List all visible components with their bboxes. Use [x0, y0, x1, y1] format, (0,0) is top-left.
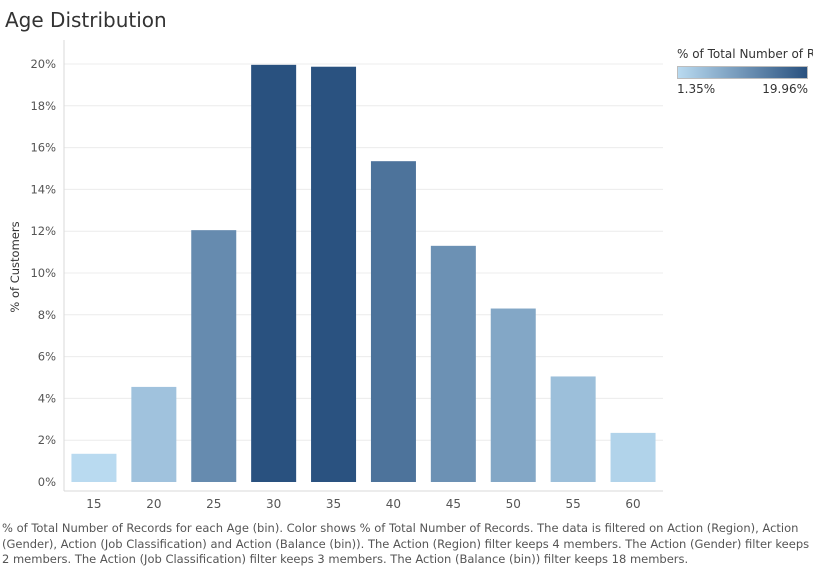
x-tick-label: 60 [625, 497, 640, 511]
bar [430, 245, 476, 482]
x-tick-label: 30 [266, 497, 281, 511]
y-tick-label: 0% [38, 475, 56, 489]
bar [550, 376, 596, 482]
y-tick-label: 6% [38, 350, 56, 364]
bar [191, 230, 237, 482]
bar [610, 432, 656, 482]
x-tick-label: 40 [386, 497, 401, 511]
legend-labels: 1.35% 19.96% [677, 82, 808, 96]
bar [251, 64, 297, 482]
bars [71, 64, 656, 482]
y-tick-label: 2% [38, 433, 56, 447]
bar [131, 386, 177, 482]
bar [71, 453, 117, 482]
y-tick-label: 8% [38, 308, 56, 322]
chart-title: Age Distribution [5, 8, 167, 32]
y-axis-label: % of Customers [8, 221, 22, 312]
legend-max-label: 19.96% [762, 82, 808, 96]
x-tick-label: 55 [566, 497, 581, 511]
x-tick-label: 45 [446, 497, 461, 511]
chart-caption: % of Total Number of Records for each Ag… [2, 521, 810, 566]
y-tick-label: 12% [30, 224, 56, 238]
y-tick-label: 4% [38, 391, 56, 405]
bar [490, 308, 536, 482]
y-tick-label: 18% [30, 99, 56, 113]
bar [370, 161, 416, 482]
y-tick-label: 20% [30, 57, 56, 71]
axes: 0% 2% 4% 6% 8% 10% 12% 14% 16% 18% 20% 15 20 25 30 35 40… [30, 40, 663, 511]
y-tick-label: 14% [30, 182, 56, 196]
bar-chart: 0% 2% 4% 6% 8% 10% 12% 14% 16% 18% 20% 15 20 25 30 35 40… [8, 40, 663, 511]
bar [311, 66, 357, 482]
y-tick-label: 16% [30, 141, 56, 155]
x-tick-label: 20 [146, 497, 161, 511]
gridlines [64, 63, 663, 441]
x-tick-label: 15 [86, 497, 101, 511]
legend-min-label: 1.35% [677, 82, 716, 96]
x-tick-label: 35 [326, 497, 341, 511]
legend-color-ramp [677, 66, 808, 79]
x-tick-label: 50 [506, 497, 521, 511]
y-tick-label: 10% [30, 266, 56, 280]
legend-title: % of Total Number of R.. [677, 47, 813, 61]
color-legend[interactable]: % of Total Number of R.. 1.35% 19.96% [677, 47, 813, 96]
x-tick-label: 25 [206, 497, 221, 511]
